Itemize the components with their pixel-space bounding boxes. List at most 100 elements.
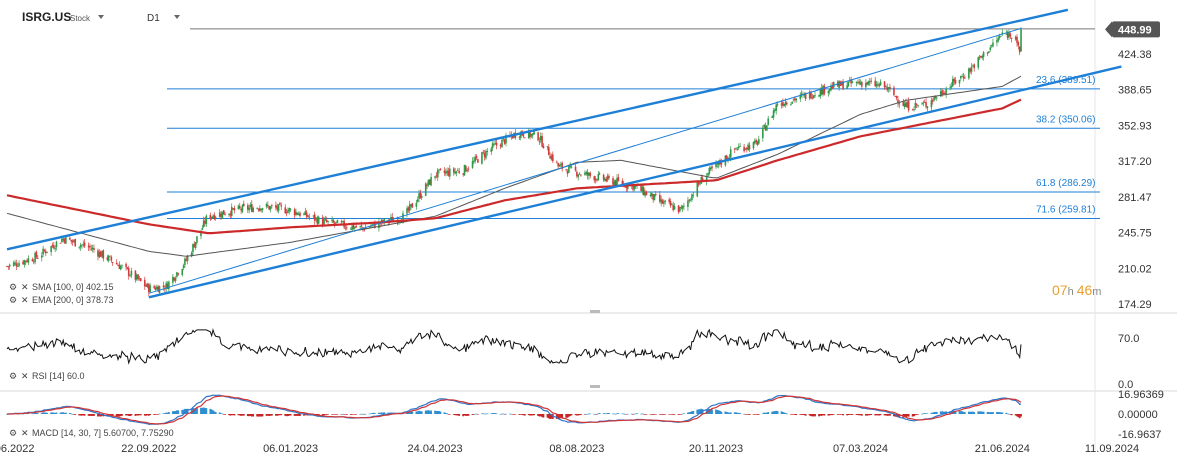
candle-body bbox=[958, 79, 961, 84]
macd-hist-bar bbox=[802, 414, 804, 415]
candle-body bbox=[679, 206, 681, 212]
macd-hist-bar bbox=[577, 414, 580, 416]
macd-hist-bar bbox=[539, 414, 542, 417]
candle-body bbox=[99, 251, 102, 257]
macd-hist-bar bbox=[373, 413, 376, 414]
macd-legend-close-icon[interactable]: ✕ bbox=[21, 428, 29, 438]
rsi-legend-close-icon[interactable]: ✕ bbox=[21, 371, 29, 381]
panel-resize-handle[interactable] bbox=[590, 385, 600, 388]
candle-body bbox=[981, 56, 984, 58]
candle-body bbox=[707, 172, 709, 176]
macd-line bbox=[7, 394, 1022, 426]
symbol-label[interactable]: ISRG.US bbox=[22, 10, 71, 24]
macd-hist-bar bbox=[658, 414, 661, 415]
macd-hist-bar bbox=[998, 412, 1001, 414]
candle-body bbox=[632, 184, 634, 190]
macd-hist-bar bbox=[27, 413, 30, 414]
candle-body bbox=[898, 103, 901, 105]
candle-body bbox=[915, 103, 918, 105]
macd-hist-bar bbox=[729, 412, 732, 414]
macd-hist-bar bbox=[513, 414, 515, 415]
timeframe-dropdown-chevron-icon[interactable] bbox=[174, 15, 180, 19]
candle-body bbox=[930, 100, 933, 108]
panel-resize-handle[interactable] bbox=[590, 310, 600, 313]
candle-body bbox=[1017, 42, 1020, 46]
candle-body bbox=[214, 216, 217, 218]
candle-body bbox=[93, 247, 95, 250]
candle-body bbox=[589, 172, 592, 176]
channel-mid-line[interactable] bbox=[148, 27, 1022, 294]
macd-hist-bar bbox=[51, 412, 54, 414]
date-tick-label: 08.06.2022 bbox=[0, 443, 35, 455]
macd-hist-bar bbox=[127, 414, 130, 416]
candle-body bbox=[502, 138, 505, 140]
timeframe-label[interactable]: D1 bbox=[147, 13, 160, 24]
macd-hist-bar bbox=[490, 413, 493, 415]
macd-hist-bar bbox=[99, 414, 102, 417]
macd-hist-bar bbox=[502, 413, 505, 415]
candle-body bbox=[925, 102, 927, 107]
candle-body bbox=[1006, 32, 1009, 38]
macd-hist-bar bbox=[641, 413, 644, 415]
candle-body bbox=[1018, 46, 1021, 53]
macd-hist-bar bbox=[621, 413, 624, 415]
macd-hist-bar bbox=[483, 413, 486, 415]
candle-body bbox=[866, 82, 868, 85]
candle-body bbox=[406, 208, 408, 214]
macd-hist-bar bbox=[428, 410, 431, 414]
channel-lower-line[interactable] bbox=[148, 89, 1022, 299]
macd-hist-bar bbox=[634, 413, 637, 415]
candle-body bbox=[913, 108, 915, 111]
macd-hist-bar bbox=[622, 413, 625, 415]
candle-body bbox=[840, 81, 843, 86]
candle-body bbox=[642, 187, 645, 196]
macd-hist-bar bbox=[905, 414, 907, 418]
macd-hist-bar bbox=[934, 411, 937, 414]
macd-hist-bar bbox=[248, 414, 251, 417]
macd-hist-bar bbox=[530, 414, 533, 416]
macd-hist-bar bbox=[177, 410, 180, 414]
macd-hist-bar bbox=[165, 412, 168, 414]
macd-hist-bar bbox=[823, 414, 826, 416]
candle-body bbox=[596, 179, 598, 181]
candle-body bbox=[164, 288, 166, 290]
macd-hist-bar bbox=[719, 410, 721, 414]
candle-body bbox=[711, 166, 713, 169]
macd-hist-bar bbox=[990, 412, 993, 414]
last-price-tag bbox=[1112, 21, 1160, 38]
macd-hist-bar bbox=[1014, 414, 1017, 416]
candle-body bbox=[18, 263, 20, 267]
macd-hist-bar bbox=[851, 414, 854, 415]
candle-body bbox=[304, 211, 307, 215]
macd-hist-bar bbox=[642, 414, 645, 415]
candle-body bbox=[210, 216, 213, 219]
macd-hist-bar bbox=[653, 414, 656, 415]
candle-body bbox=[659, 194, 661, 202]
candle-body bbox=[980, 55, 982, 58]
candle-body bbox=[728, 157, 731, 159]
sma-legend-close-icon[interactable]: ✕ bbox=[21, 282, 29, 292]
macd-hist-bar bbox=[893, 414, 895, 417]
macd-hist-bar bbox=[820, 414, 823, 416]
macd-hist-bar bbox=[709, 409, 712, 414]
candle-body bbox=[527, 130, 530, 139]
candle-body bbox=[261, 208, 264, 211]
channel-upper-line[interactable] bbox=[6, 19, 1022, 251]
macd-hist-bar bbox=[78, 414, 81, 416]
ema-legend-close-icon[interactable]: ✕ bbox=[21, 295, 29, 305]
macd-hist-bar bbox=[237, 414, 240, 416]
candle-body bbox=[483, 153, 486, 157]
macd-hist-bar bbox=[456, 414, 459, 416]
candle-body bbox=[194, 241, 197, 249]
candle-body bbox=[861, 81, 863, 87]
candle-body bbox=[463, 165, 466, 176]
candle-body bbox=[447, 170, 450, 176]
candle-body bbox=[390, 217, 392, 220]
symbol-dropdown-chevron-icon[interactable] bbox=[98, 15, 104, 19]
candle-body bbox=[903, 103, 906, 108]
macd-hist-bar bbox=[739, 413, 741, 414]
macd-hist-bar bbox=[463, 414, 466, 416]
macd-hist-bar bbox=[279, 414, 281, 416]
candle-body bbox=[539, 135, 542, 141]
